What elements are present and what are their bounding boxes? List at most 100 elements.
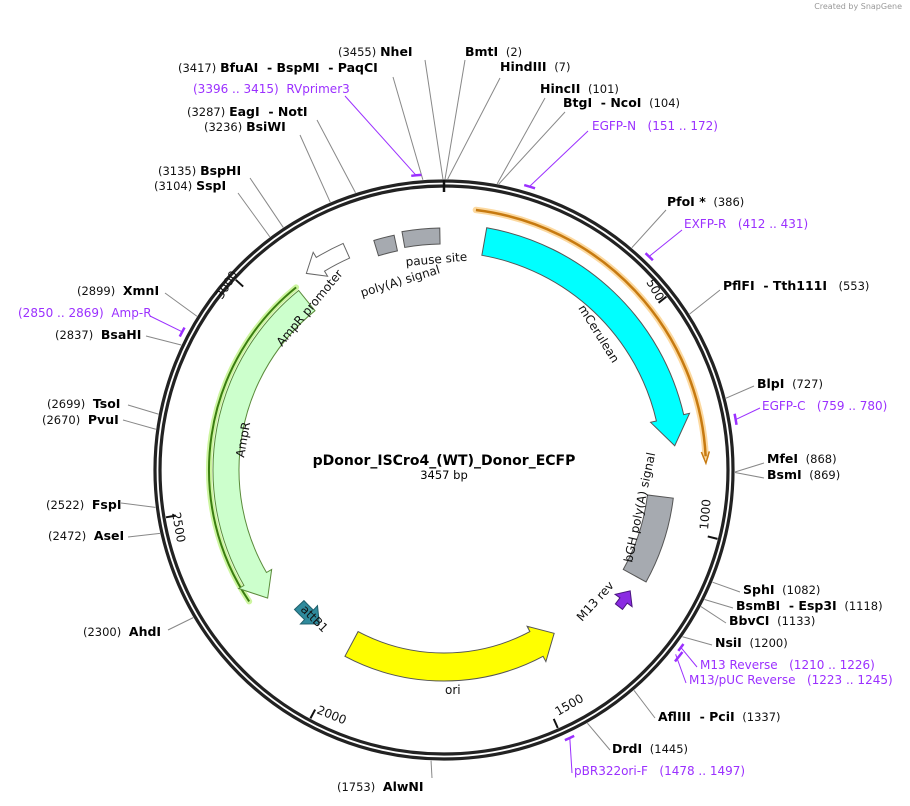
feature-attb1[interactable] [293,599,320,625]
primer-range: (2850 .. 2869) [18,306,104,320]
site-leader-line [631,209,667,249]
tick-label-1500: 1500 [553,691,586,718]
enzyme-name: BsmBI - Esp3I [736,598,837,613]
site-leader-line [587,722,611,751]
site-position: (868) [805,452,837,466]
primer-range: (412 .. 431) [737,217,809,231]
ruler-ticks [165,279,718,729]
enzyme-site-bsahi[interactable]: (2837) BsaHI [55,327,142,343]
feature-label-pause-site[interactable]: pause site [405,250,468,269]
enzyme-site-pfoi[interactable]: PfoI * (386) [667,195,745,210]
enzyme-site-xmni[interactable]: (2899) XmnI [77,283,160,299]
primer-m13-reverse[interactable]: M13 Reverse (1210 .. 1226) [700,658,875,672]
site-leader-line [237,192,271,238]
enzyme-name: NsiI [715,635,742,650]
enzyme-site-blpi[interactable]: BlpI (727) [757,377,823,392]
enzyme-name: XmnI [122,283,160,298]
enzyme-name: AflIII - PciI [658,709,735,724]
enzyme-site-bfuai[interactable]: (3417) BfuAI - BspMI - PaqCI [178,60,378,76]
primer-range: (1223 .. 1245) [806,673,893,687]
site-leader-line [145,335,182,346]
enzyme-site-tsoi[interactable]: (2699) TsoI [47,397,120,412]
enzyme-site-afliii[interactable]: AflIII - PciI (1337) [658,709,781,725]
site-position: (2) [505,45,523,59]
primer-m13-puc-reverse[interactable]: M13/pUC Reverse (1223 .. 1245) [689,673,893,687]
primer-exfp-r[interactable]: EXFP-R (412 .. 431) [684,217,808,231]
enzyme-site-pvui[interactable]: (2670) PvuI [42,413,119,428]
primer-leader-line [648,229,683,257]
primer-mark[interactable] [674,651,684,663]
feature-m13rev[interactable] [613,590,633,611]
enzyme-site-hincii[interactable]: HincII (101) [540,82,619,97]
feature-label-ori[interactable]: ori [445,683,461,697]
feature-label-ampr[interactable]: AmpR [233,421,253,459]
ampr-outer-band[interactable] [208,286,297,602]
enzyme-site-mfei[interactable]: MfeI (868) [767,452,837,467]
site-leader-line [734,472,765,479]
enzyme-name: BsaHI [100,327,142,342]
site-leader-line [164,292,198,317]
primer-mark[interactable] [411,173,422,178]
enzyme-site-nsii[interactable]: NsiI (1200) [715,635,788,651]
feature-label-attb1[interactable]: attB1 [298,602,331,635]
enzyme-site-hindiii[interactable]: HindIII (7) [500,60,570,75]
site-position: (104) [649,96,681,110]
enzyme-name: BfuAI - BspMI - PaqCI [220,60,378,75]
primer-amp-r[interactable]: (2850 .. 2869) Amp-R [18,306,152,320]
enzyme-site-bsphi[interactable]: (3135) BspHI [158,164,241,179]
feature-ampr-promoter[interactable] [305,242,351,277]
snapgene-watermark: Created by SnapGene [814,2,902,11]
enzyme-site-ahdi[interactable]: (2300) AhdI [83,625,161,640]
site-leader-line [167,617,194,631]
primer-mark[interactable] [523,183,536,190]
enzyme-site-fspi[interactable]: (2522) FspI [46,498,121,513]
enzyme-site-bmti[interactable]: BmtI (2) [465,45,523,60]
enzyme-site-asei[interactable]: (2472) AseI [48,529,124,544]
site-position: (2670) [42,413,81,427]
primer-mark[interactable] [677,643,685,652]
enzyme-site-alwni[interactable]: (1753) AlwNI [337,780,424,795]
primer-mark[interactable] [564,734,575,742]
primer-name: M13 Reverse [700,658,778,672]
enzyme-site-bbvci[interactable]: BbvCI (1133) [729,614,815,629]
feature-pause-site[interactable] [401,227,441,249]
primer-mark[interactable] [733,413,738,426]
primer-mark[interactable] [178,326,186,338]
enzyme-site-btgi[interactable]: BtgI - NcoI (104) [563,95,681,111]
tick-label-1000: 1000 [697,499,714,531]
enzyme-site-drdi[interactable]: DrdI (1445) [612,742,688,757]
primer-leader-line [569,737,573,774]
enzyme-site-sphi[interactable]: SphI (1082) [743,583,820,598]
primer-mark[interactable] [644,252,654,262]
site-leader-line [120,502,156,508]
enzyme-site-sspi[interactable]: (3104) SspI [154,179,226,194]
ruler-tick [309,709,317,719]
feature-ori[interactable] [344,625,555,682]
enzyme-site-nhei[interactable]: (3455) NheI [338,45,413,60]
enzyme-site-bsiwi[interactable]: (3236) BsiWI [204,120,286,135]
feature-mcerulean[interactable] [481,227,691,447]
primer-pbr322ori-f[interactable]: pBR322ori-F (1478 .. 1497) [574,764,745,778]
plasmid-length: 3457 bp [420,468,468,482]
primer-name: EXFP-R [684,217,727,231]
site-position: (386) [713,195,745,209]
primer-range: (151 .. 172) [647,119,718,133]
site-leader-line [430,760,433,779]
enzyme-site-bsmi[interactable]: BsmI (869) [767,468,840,483]
feature-bgh-polya[interactable] [622,494,674,583]
enzyme-site-bsmbi[interactable]: BsmBI - Esp3I (1118) [736,598,883,614]
primer-rvprimer3[interactable]: (3396 .. 3415) RVprimer3 [193,82,350,96]
primer-egfp-c[interactable]: EGFP-C (759 .. 780) [762,399,887,413]
enzyme-site-eagi[interactable]: (3287) EagI - NotI [187,105,308,120]
primer-egfp-n[interactable]: EGFP-N (151 .. 172) [592,119,718,133]
enzyme-name: BtgI - NcoI [563,95,642,110]
feature-label-polya[interactable]: poly(A) signal [359,262,442,299]
exfp-feature-band[interactable] [475,208,707,457]
enzyme-site-pflfi[interactable]: PflFI - Tth111I (553) [723,279,869,294]
feature-ampr[interactable] [212,289,316,599]
feature-label-m13rev[interactable]: M13 rev [574,579,617,624]
site-leader-line [447,77,501,180]
feature-polya-signal[interactable] [373,234,399,257]
ruler-tick [165,514,177,519]
